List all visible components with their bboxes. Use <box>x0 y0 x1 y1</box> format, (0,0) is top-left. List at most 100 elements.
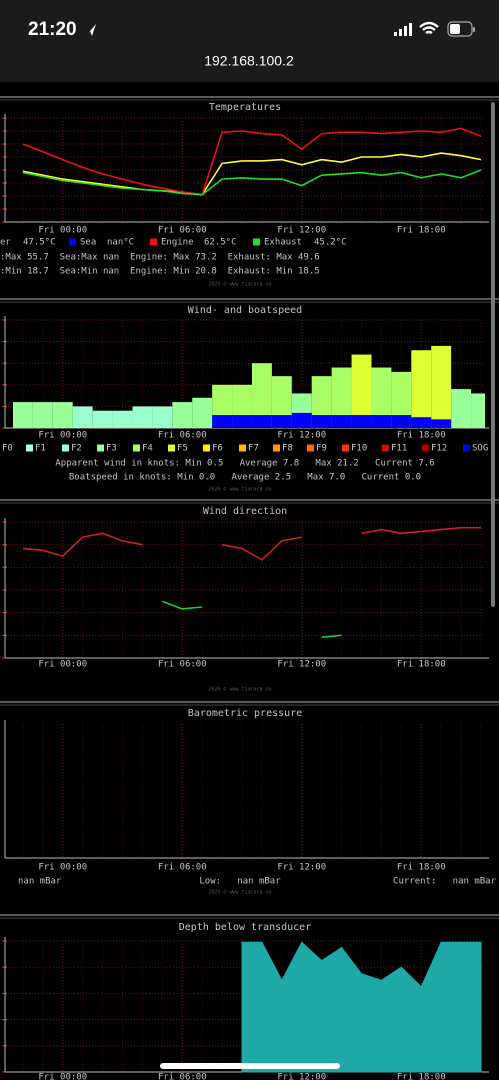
wind-bar <box>72 406 93 428</box>
footer: 2020 © www.tiarara.no <box>208 487 271 493</box>
x-tick-label: Fri 00:00 <box>38 226 87 236</box>
scrollbar[interactable] <box>491 102 495 607</box>
data-line <box>22 127 482 196</box>
legend-value: 62.5°C <box>204 238 237 248</box>
legend-name: F8 <box>282 444 293 454</box>
stats-text: Current: nan mBar <box>393 877 497 887</box>
legend-name: F0 <box>2 444 13 454</box>
footer: 2020 © www.tiarara.no <box>208 687 271 693</box>
boatspeed-bar <box>351 415 372 428</box>
legend-value: 45.2°C <box>314 238 347 248</box>
legend-name: F7 <box>248 444 259 454</box>
boatspeed-bar <box>331 415 352 428</box>
legend-name: F3 <box>106 444 117 454</box>
wind-bar <box>371 367 392 428</box>
x-tick-label: Fri 12:00 <box>277 1073 326 1080</box>
wind-bar <box>471 393 485 428</box>
x-tick-label: Fri 12:00 <box>277 863 326 873</box>
stats-text: nan mBar <box>18 877 62 887</box>
legend-swatch <box>97 444 104 452</box>
data-line <box>22 152 482 196</box>
legend-name: F6 <box>212 444 223 454</box>
legend-name: F10 <box>351 444 367 454</box>
x-tick-label: Fri 18:00 <box>397 660 446 670</box>
footer: 2020 © www.tiarara.no <box>208 890 271 896</box>
x-tick-label: Fri 18:00 <box>397 863 446 873</box>
legend-swatch <box>150 238 157 246</box>
legend-swatch <box>253 238 260 246</box>
legend-name: Engine <box>161 238 194 248</box>
x-tick-label: Fri 00:00 <box>38 660 87 670</box>
stats-text: Low: nan mBar <box>199 877 281 887</box>
panel-title: Depth below transducer <box>179 922 311 933</box>
legend-swatch <box>62 444 69 452</box>
wind-bar <box>451 389 472 428</box>
x-tick-label: Fri 06:00 <box>158 863 207 873</box>
legend-swatch <box>422 444 429 452</box>
panel-title: Barometric pressure <box>188 708 302 719</box>
wind-bar <box>351 354 372 428</box>
url[interactable]: 192.168.100.2 <box>204 53 294 69</box>
legend-swatch <box>203 444 210 452</box>
x-tick-label: Fri 18:00 <box>397 226 446 236</box>
legend-swatch <box>307 444 314 452</box>
wind-bar <box>112 410 133 428</box>
x-tick-label: Fri 12:00 <box>277 660 326 670</box>
stats-line: :Max 55.7 Sea:Max nan Engine: Max 73.2 E… <box>0 253 320 263</box>
x-tick-label: Fri 18:00 <box>397 1073 446 1080</box>
panel-title: Wind direction <box>203 506 287 517</box>
stats-line: Boatspeed in knots: Min 0.0 Average 2.5 … <box>69 473 421 483</box>
legend-name: F9 <box>316 444 327 454</box>
legend-swatch <box>26 444 33 452</box>
legend-value: nan°C <box>107 238 134 248</box>
boatspeed-bar <box>271 415 292 428</box>
clock: 21:20 <box>28 19 77 40</box>
legend-name: er <box>0 238 11 248</box>
footer: 2020 © www.tiarara.no <box>208 282 271 288</box>
boatspeed-bar <box>371 415 392 428</box>
x-tick-label: Fri 18:00 <box>397 431 446 441</box>
legend-swatch <box>69 238 76 246</box>
x-tick-label: Fri 06:00 <box>158 226 207 236</box>
x-tick-label: Fri 06:00 <box>158 431 207 441</box>
legend-name: F2 <box>71 444 82 454</box>
legend-value: 47.5°C <box>23 238 56 248</box>
wind-bar <box>132 406 153 428</box>
x-tick-label: Fri 00:00 <box>38 1073 87 1080</box>
legend-name: F4 <box>142 444 153 454</box>
home-indicator <box>160 1063 340 1069</box>
signal-icon <box>394 23 412 36</box>
wind-bar <box>152 406 173 428</box>
legend-swatch <box>342 444 349 452</box>
stats-line: Apparent wind in knots: Min 0.5 Average … <box>55 459 434 469</box>
data-line <box>162 601 461 648</box>
legend-name: F1 <box>35 444 46 454</box>
boatspeed-bar <box>251 415 272 428</box>
boatspeed-bar <box>311 415 332 428</box>
legend-swatch <box>273 444 280 452</box>
x-tick-label: Fri 06:00 <box>158 660 207 670</box>
location-icon <box>86 24 96 36</box>
wind-bar <box>251 363 272 428</box>
x-tick-label: Fri 12:00 <box>277 226 326 236</box>
browser-header <box>0 0 499 82</box>
legend-swatch <box>168 444 175 452</box>
wind-bar <box>172 402 193 428</box>
legend-name: F12 <box>431 444 447 454</box>
legend-name: Exhaust <box>264 238 302 248</box>
legend-name: F11 <box>391 444 407 454</box>
x-tick-label: Fri 00:00 <box>38 431 87 441</box>
legend-swatch <box>463 444 470 452</box>
boatspeed-bar <box>232 415 252 428</box>
panel-title: Wind- and boatspeed <box>188 305 302 316</box>
data-line <box>22 169 482 196</box>
x-tick-label: Fri 06:00 <box>158 1073 207 1080</box>
data-line <box>22 526 482 561</box>
x-tick-label: Fri 12:00 <box>277 431 326 441</box>
legend-name: F5 <box>177 444 188 454</box>
wind-bar <box>391 371 412 428</box>
wind-bar <box>431 345 452 428</box>
wind-bar <box>411 350 432 428</box>
